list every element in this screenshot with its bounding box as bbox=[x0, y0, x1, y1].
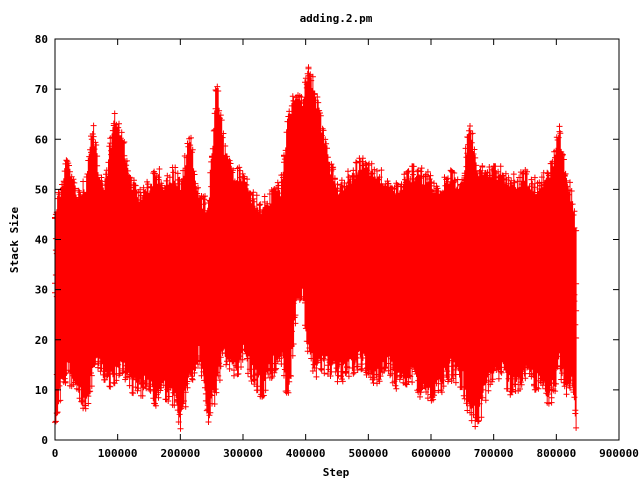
x-axis-label: Step bbox=[323, 466, 350, 479]
y-tick-label: 20 bbox=[35, 334, 48, 347]
y-tick-label: 40 bbox=[35, 234, 48, 247]
x-tick-label: 800000 bbox=[536, 447, 576, 460]
chart-title: adding.2.pm bbox=[300, 12, 373, 25]
x-tick-label: 200000 bbox=[160, 447, 200, 460]
x-tick-label: 700000 bbox=[474, 447, 514, 460]
y-tick-label: 80 bbox=[35, 33, 48, 46]
y-tick-label: 0 bbox=[41, 434, 48, 447]
y-tick-label: 50 bbox=[35, 183, 48, 196]
y-tick-label: 10 bbox=[35, 384, 48, 397]
x-axis: 0 100000 200000 300000 400000 500000 600000 700… bbox=[52, 39, 639, 460]
y-axis: 0 10 20 30 40 50 60 70 80 bbox=[35, 33, 619, 447]
x-tick-label: 600000 bbox=[411, 447, 451, 460]
plot-area bbox=[52, 38, 620, 441]
x-tick-label: 300000 bbox=[223, 447, 263, 460]
x-tick-label: 100000 bbox=[98, 447, 138, 460]
data-points bbox=[52, 64, 580, 432]
y-tick-label: 60 bbox=[35, 133, 48, 146]
y-axis-label: Stack Size bbox=[8, 207, 21, 274]
x-tick-label: 0 bbox=[52, 447, 59, 460]
y-tick-label: 70 bbox=[35, 83, 48, 96]
data-markers bbox=[52, 64, 580, 432]
x-tick-label: 400000 bbox=[286, 447, 326, 460]
x-tick-label: 500000 bbox=[348, 447, 388, 460]
y-tick-label: 30 bbox=[35, 284, 48, 297]
x-tick-label: 900000 bbox=[599, 447, 639, 460]
